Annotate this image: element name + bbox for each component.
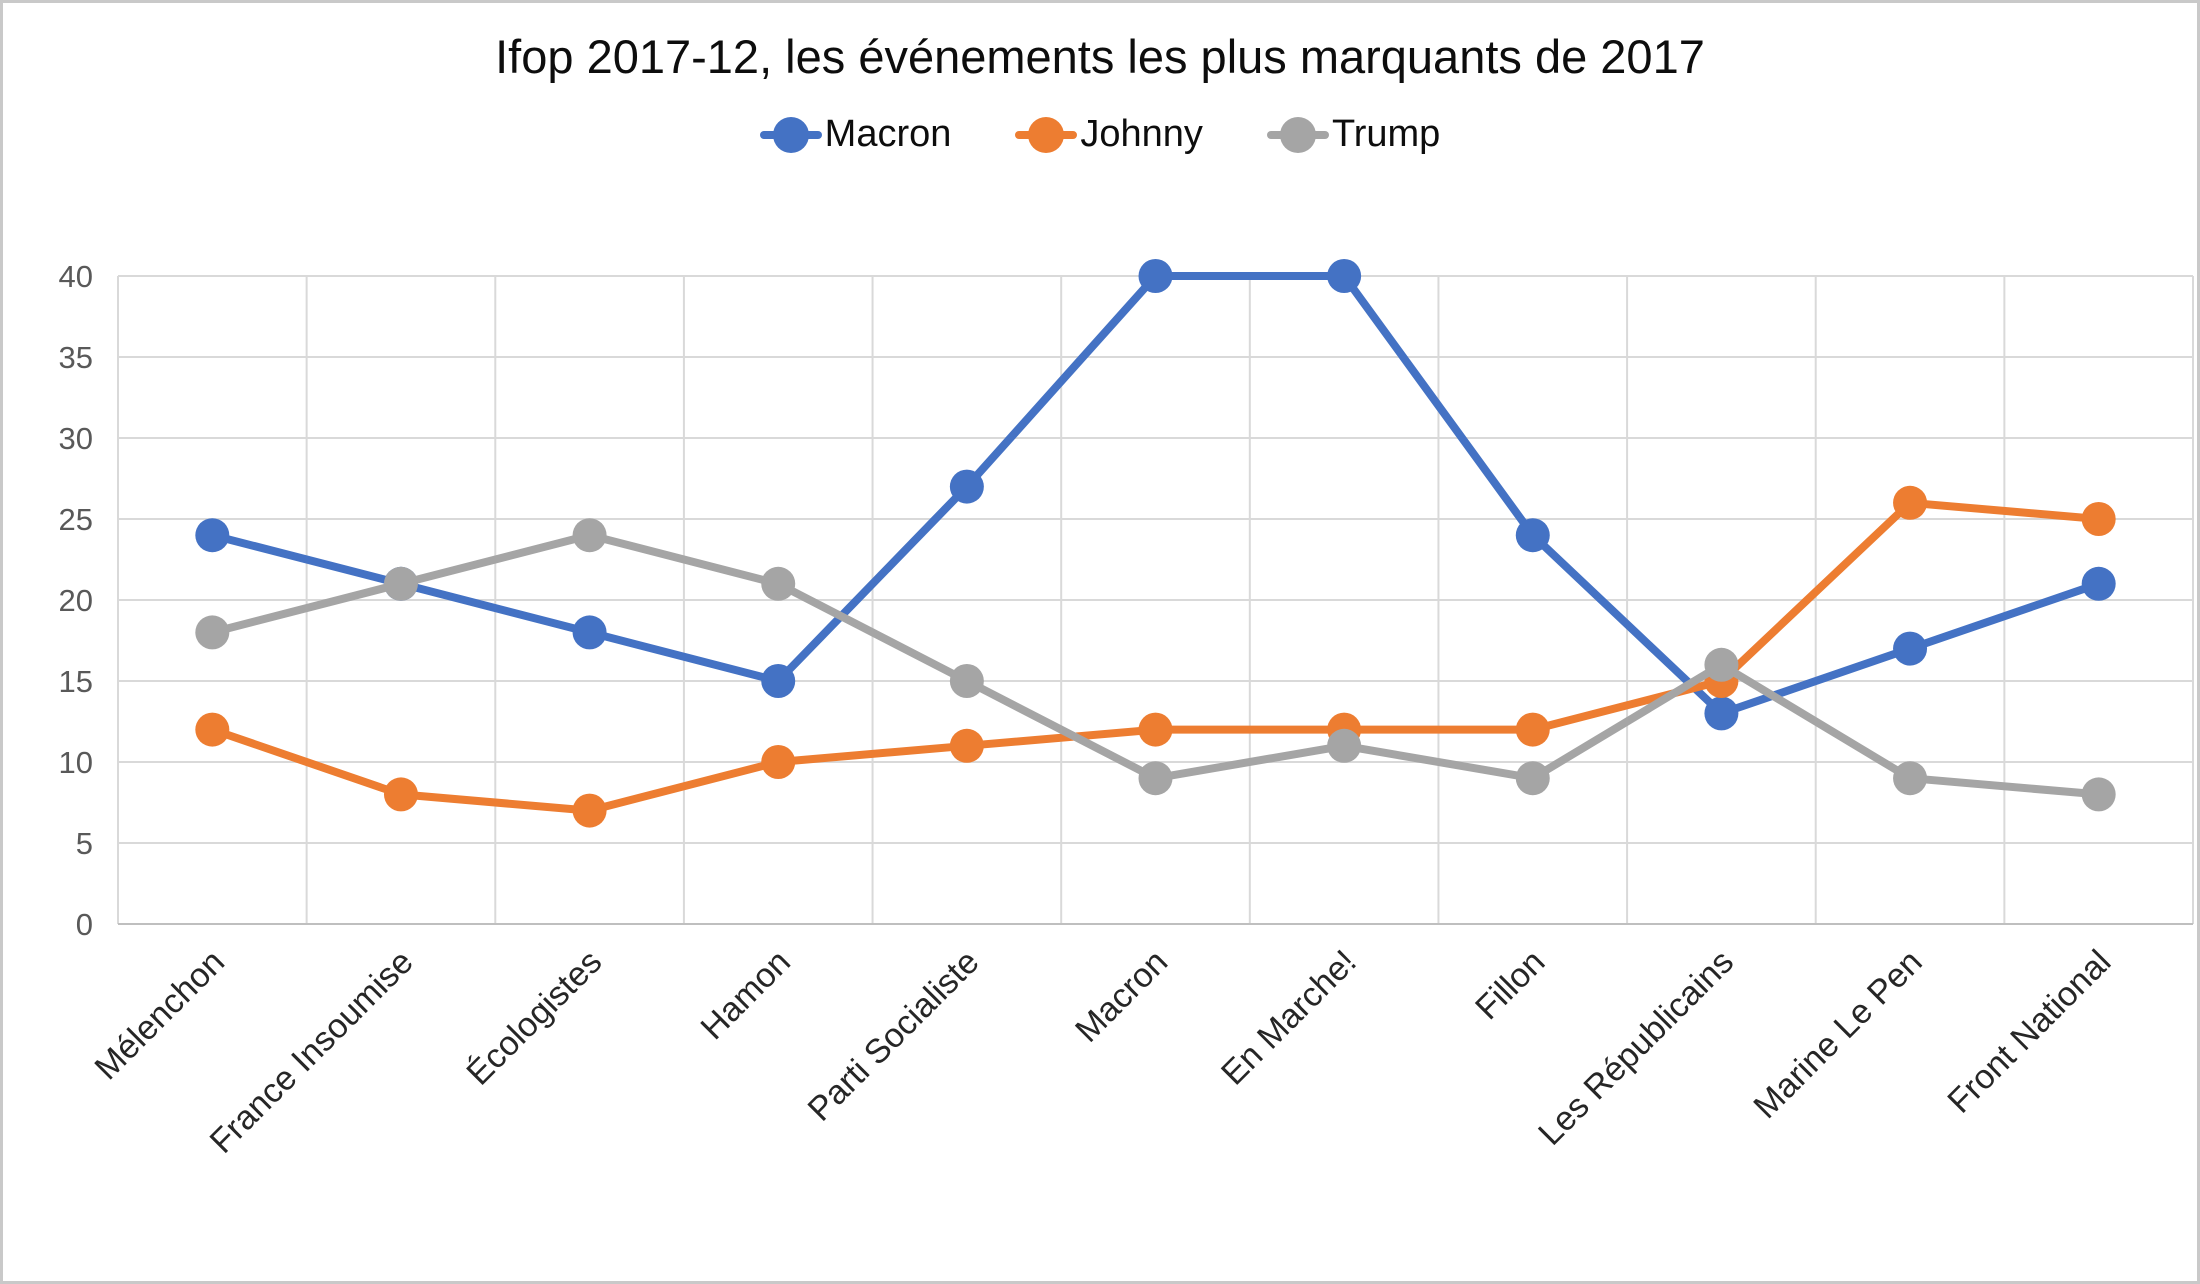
johnny-dot-icon: [1028, 116, 1065, 153]
data-point-johnny: [1515, 712, 1550, 747]
x-axis-label: Macron: [1068, 943, 1175, 1050]
legend-item-trump: Trump: [1266, 113, 1441, 156]
y-axis-tick-label: 25: [59, 502, 93, 537]
data-point-trump: [2081, 777, 2116, 812]
y-axis-tick-label: 35: [59, 340, 93, 375]
data-point-macron: [195, 518, 230, 553]
data-point-trump: [761, 566, 796, 601]
trump-dot-icon: [1279, 116, 1316, 153]
data-point-trump: [1515, 761, 1550, 796]
data-point-johnny: [195, 712, 230, 747]
y-axis-tick-label: 30: [59, 421, 93, 456]
legend-item-macron: Macron: [759, 113, 952, 156]
data-point-macron: [1327, 259, 1362, 293]
y-axis-tick-label: 0: [76, 907, 93, 942]
y-axis-tick-label: 5: [76, 826, 93, 861]
data-point-trump: [949, 664, 984, 698]
data-point-macron: [1893, 631, 1928, 666]
data-point-macron: [572, 615, 607, 650]
macron-dot-icon: [772, 116, 809, 153]
trump-line-marker-icon: [1266, 116, 1329, 153]
data-point-trump: [1893, 761, 1928, 796]
x-axis-label: Hamon: [694, 943, 798, 1047]
data-point-johnny: [572, 793, 607, 828]
data-point-macron: [1704, 696, 1739, 731]
x-axis-label: Fillon: [1468, 943, 1552, 1027]
data-point-trump: [572, 518, 607, 553]
chart-title: Ifop 2017-12, les événements les plus ma…: [495, 30, 1705, 83]
horizontal-gridlines: [118, 275, 2193, 925]
x-axis-label: Marine Le Pen: [1746, 943, 1929, 1126]
data-point-macron: [1138, 259, 1173, 293]
data-point-trump: [1138, 761, 1173, 796]
y-axis-tick-label: 20: [59, 583, 93, 618]
data-point-macron: [949, 469, 984, 504]
y-axis-labels: 0 5 10 15 20 25 30 35 40: [59, 259, 93, 942]
legend-item-johnny: Johnny: [1015, 113, 1203, 156]
johnny-line-marker-icon: [1015, 116, 1078, 153]
legend-label-johnny: Johnny: [1080, 113, 1203, 155]
y-axis-tick-label: 15: [59, 664, 93, 699]
data-point-trump: [1704, 647, 1739, 682]
x-axis-label: Parti Socialiste: [801, 943, 987, 1129]
data-point-johnny: [1138, 712, 1173, 747]
x-axis-label: Les Républicains: [1531, 943, 1741, 1153]
y-axis-tick-label: 40: [59, 259, 93, 294]
x-axis-label: France Insoumise: [203, 943, 421, 1161]
data-point-johnny: [949, 728, 984, 763]
series-trump: [195, 518, 2116, 812]
data-point-macron: [761, 664, 796, 698]
data-point-trump: [383, 566, 418, 601]
data-point-macron: [2081, 566, 2116, 601]
data-point-trump: [1327, 728, 1362, 763]
data-point-macron: [1515, 518, 1550, 553]
legend: Macron Johnny Trump: [3, 113, 2197, 156]
data-point-johnny: [383, 777, 418, 812]
data-point-trump: [195, 615, 230, 650]
macron-line-marker-icon: [759, 116, 822, 153]
data-point-johnny: [1893, 485, 1928, 520]
data-point-johnny: [2081, 502, 2116, 536]
x-axis-label: En Marche!: [1214, 943, 1364, 1093]
x-axis-label: Front National: [1940, 943, 2118, 1121]
x-axis-label: Mélenchon: [87, 943, 231, 1087]
data-point-johnny: [761, 745, 796, 779]
series-macron: [195, 259, 2116, 731]
legend-label-trump: Trump: [1331, 113, 1441, 155]
legend-label-macron: Macron: [824, 113, 952, 155]
y-axis-tick-label: 10: [59, 745, 93, 780]
x-axis-label: Écologistes: [459, 943, 609, 1093]
